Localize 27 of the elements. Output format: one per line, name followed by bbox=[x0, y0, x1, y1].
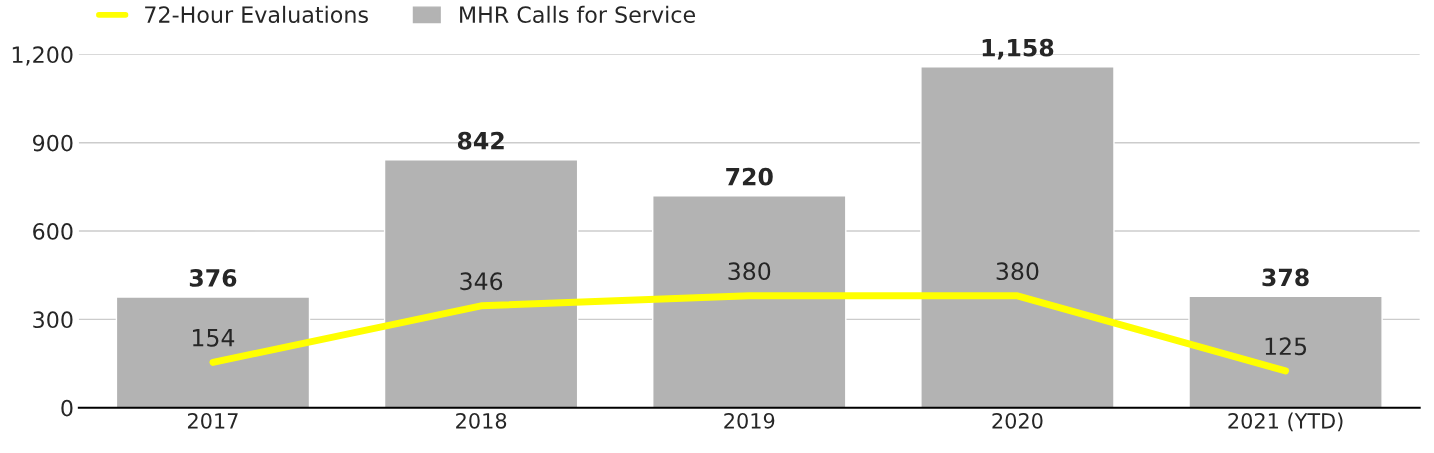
bar bbox=[652, 195, 847, 408]
bar bbox=[383, 159, 579, 408]
bar bbox=[920, 66, 1115, 408]
y-tick-label: 0 bbox=[61, 399, 73, 417]
bar bbox=[115, 296, 311, 408]
x-tick-label: 2018 bbox=[456, 412, 507, 429]
x-tick-label: 2021 (YTD) bbox=[1228, 412, 1343, 432]
y-tick-label: 1,200 bbox=[12, 46, 73, 66]
data-label: 720 bbox=[726, 167, 773, 186]
y-tick-label: 900 bbox=[32, 134, 73, 152]
data-label: 380 bbox=[996, 262, 1039, 281]
data-label: 346 bbox=[460, 272, 503, 291]
data-label: 380 bbox=[728, 262, 771, 281]
y-tick-label: 600 bbox=[33, 222, 73, 240]
y-tick-label: 300 bbox=[33, 311, 73, 329]
data-label: 842 bbox=[457, 131, 504, 150]
legend-label: 72-Hour Evaluations bbox=[145, 5, 368, 23]
x-tick-label: 2020 bbox=[992, 412, 1043, 429]
data-label: 1,158 bbox=[982, 38, 1054, 60]
data-label: 154 bbox=[193, 329, 235, 347]
x-tick-label: 2017 bbox=[187, 412, 238, 429]
bar bbox=[1188, 295, 1383, 408]
data-label: 125 bbox=[1265, 337, 1307, 356]
x-tick-label: 2019 bbox=[724, 412, 775, 429]
legend-label: MHR Calls for Service bbox=[460, 5, 695, 23]
data-label: 378 bbox=[1262, 268, 1309, 287]
data-label: 376 bbox=[189, 269, 237, 287]
